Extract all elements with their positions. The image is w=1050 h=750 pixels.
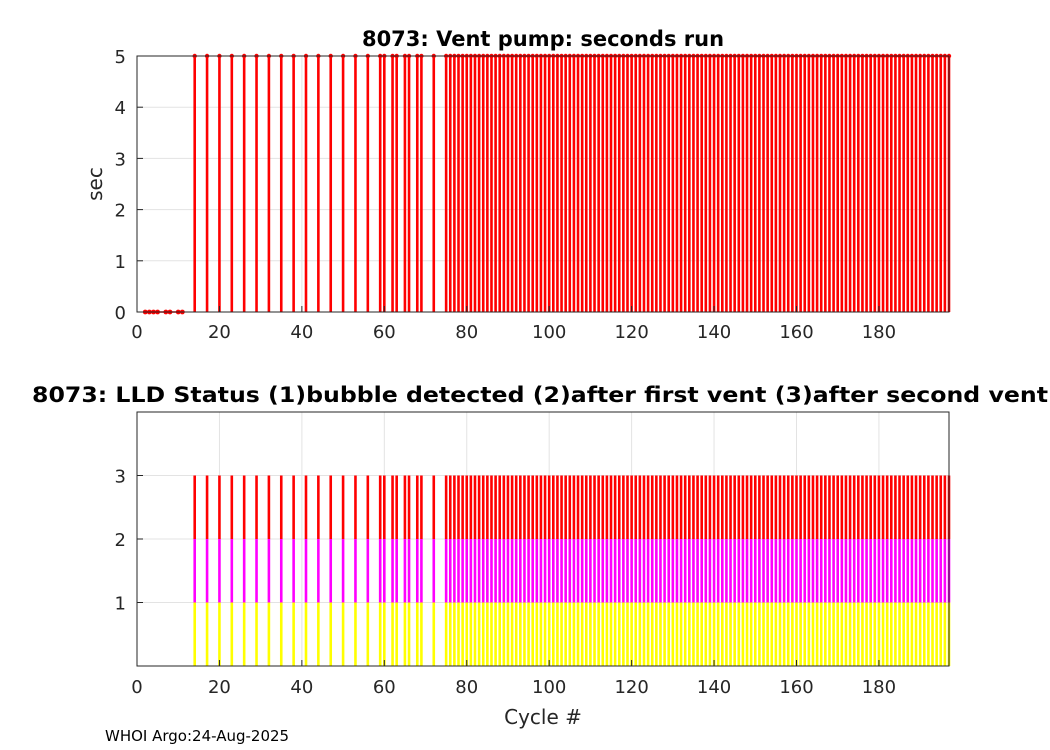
lld-status-x-tick-label: 60 xyxy=(373,677,396,698)
vent-pump-x-tick-label: 20 xyxy=(208,322,231,343)
vent-pump-y-tick-label: 3 xyxy=(115,149,126,170)
lld-status-x-label: Cycle # xyxy=(504,705,582,729)
vent-pump-x-tick-label: 140 xyxy=(697,322,731,343)
lld-status-chart: 0 20 40 60 80 100 120 140 160 180 1 2 3 8073: LLD S… xyxy=(32,383,1048,729)
lld-status-x-tick-label: 180 xyxy=(862,677,896,698)
vent-pump-y-tick-label: 2 xyxy=(115,201,126,222)
lld-status-bars xyxy=(193,475,951,666)
vent-pump-title: 8073: Vent pump: seconds run xyxy=(362,27,724,51)
vent-pump-x-tick-label: 100 xyxy=(532,322,566,343)
lld-status-y-tick-label: 3 xyxy=(115,467,126,488)
vent-pump-y-label: sec xyxy=(83,167,107,201)
lld-status-x-tick-label: 20 xyxy=(208,677,231,698)
lld-status-x-tick-label: 100 xyxy=(532,677,566,698)
vent-pump-y-tick-label: 4 xyxy=(115,98,126,119)
lld-status-title: 8073: LLD Status (1)bubble detected (2)a… xyxy=(32,383,1048,407)
lld-status-x-tick-label: 40 xyxy=(290,677,313,698)
vent-pump-plot-area xyxy=(137,56,949,312)
vent-pump-x-tick-label: 0 xyxy=(131,322,142,343)
vent-pump-y-tick-label: 0 xyxy=(115,303,126,324)
lld-status-y-tick-label: 2 xyxy=(115,530,126,551)
lld-status-x-tick-label: 80 xyxy=(455,677,478,698)
vent-pump-x-tick-label: 80 xyxy=(455,322,478,343)
lld-status-x-tick-label: 160 xyxy=(779,677,813,698)
vent-pump-x-tick-label: 180 xyxy=(862,322,896,343)
lld-status-x-tick-label: 140 xyxy=(697,677,731,698)
vent-pump-x-tick-label: 160 xyxy=(779,322,813,343)
vent-pump-axes-box xyxy=(136,55,950,313)
lld-status-y-tick-label: 1 xyxy=(115,594,126,615)
footer-credit: WHOI Argo:24-Aug-2025 xyxy=(105,727,289,745)
vent-pump-bars xyxy=(193,56,951,312)
lld-status-x-tick-label: 120 xyxy=(614,677,648,698)
vent-pump-chart: 0 20 40 60 80 100 120 140 160 180 0 1 2 3 4 5 8073: Ve… xyxy=(83,27,952,343)
lld-status-x-tick-label: 0 xyxy=(131,677,142,698)
vent-pump-x-ticks: 0 20 40 60 80 100 120 140 160 180 xyxy=(131,306,896,343)
vent-pump-y-tick-label: 5 xyxy=(115,47,126,68)
vent-pump-x-tick-label: 60 xyxy=(373,322,396,343)
vent-pump-y-tick-label: 1 xyxy=(115,252,126,273)
vent-pump-x-tick-label: 120 xyxy=(614,322,648,343)
lld-status-x-ticks: 0 20 40 60 80 100 120 140 160 180 xyxy=(131,660,896,698)
vent-pump-x-tick-label: 40 xyxy=(290,322,313,343)
vent-pump-y-ticks: 0 1 2 3 4 5 xyxy=(115,47,143,324)
lld-status-y-ticks: 1 2 3 xyxy=(115,467,143,615)
